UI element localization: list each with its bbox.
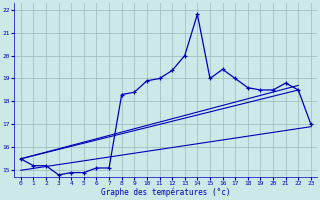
X-axis label: Graphe des températures (°c): Graphe des températures (°c)	[101, 188, 231, 197]
